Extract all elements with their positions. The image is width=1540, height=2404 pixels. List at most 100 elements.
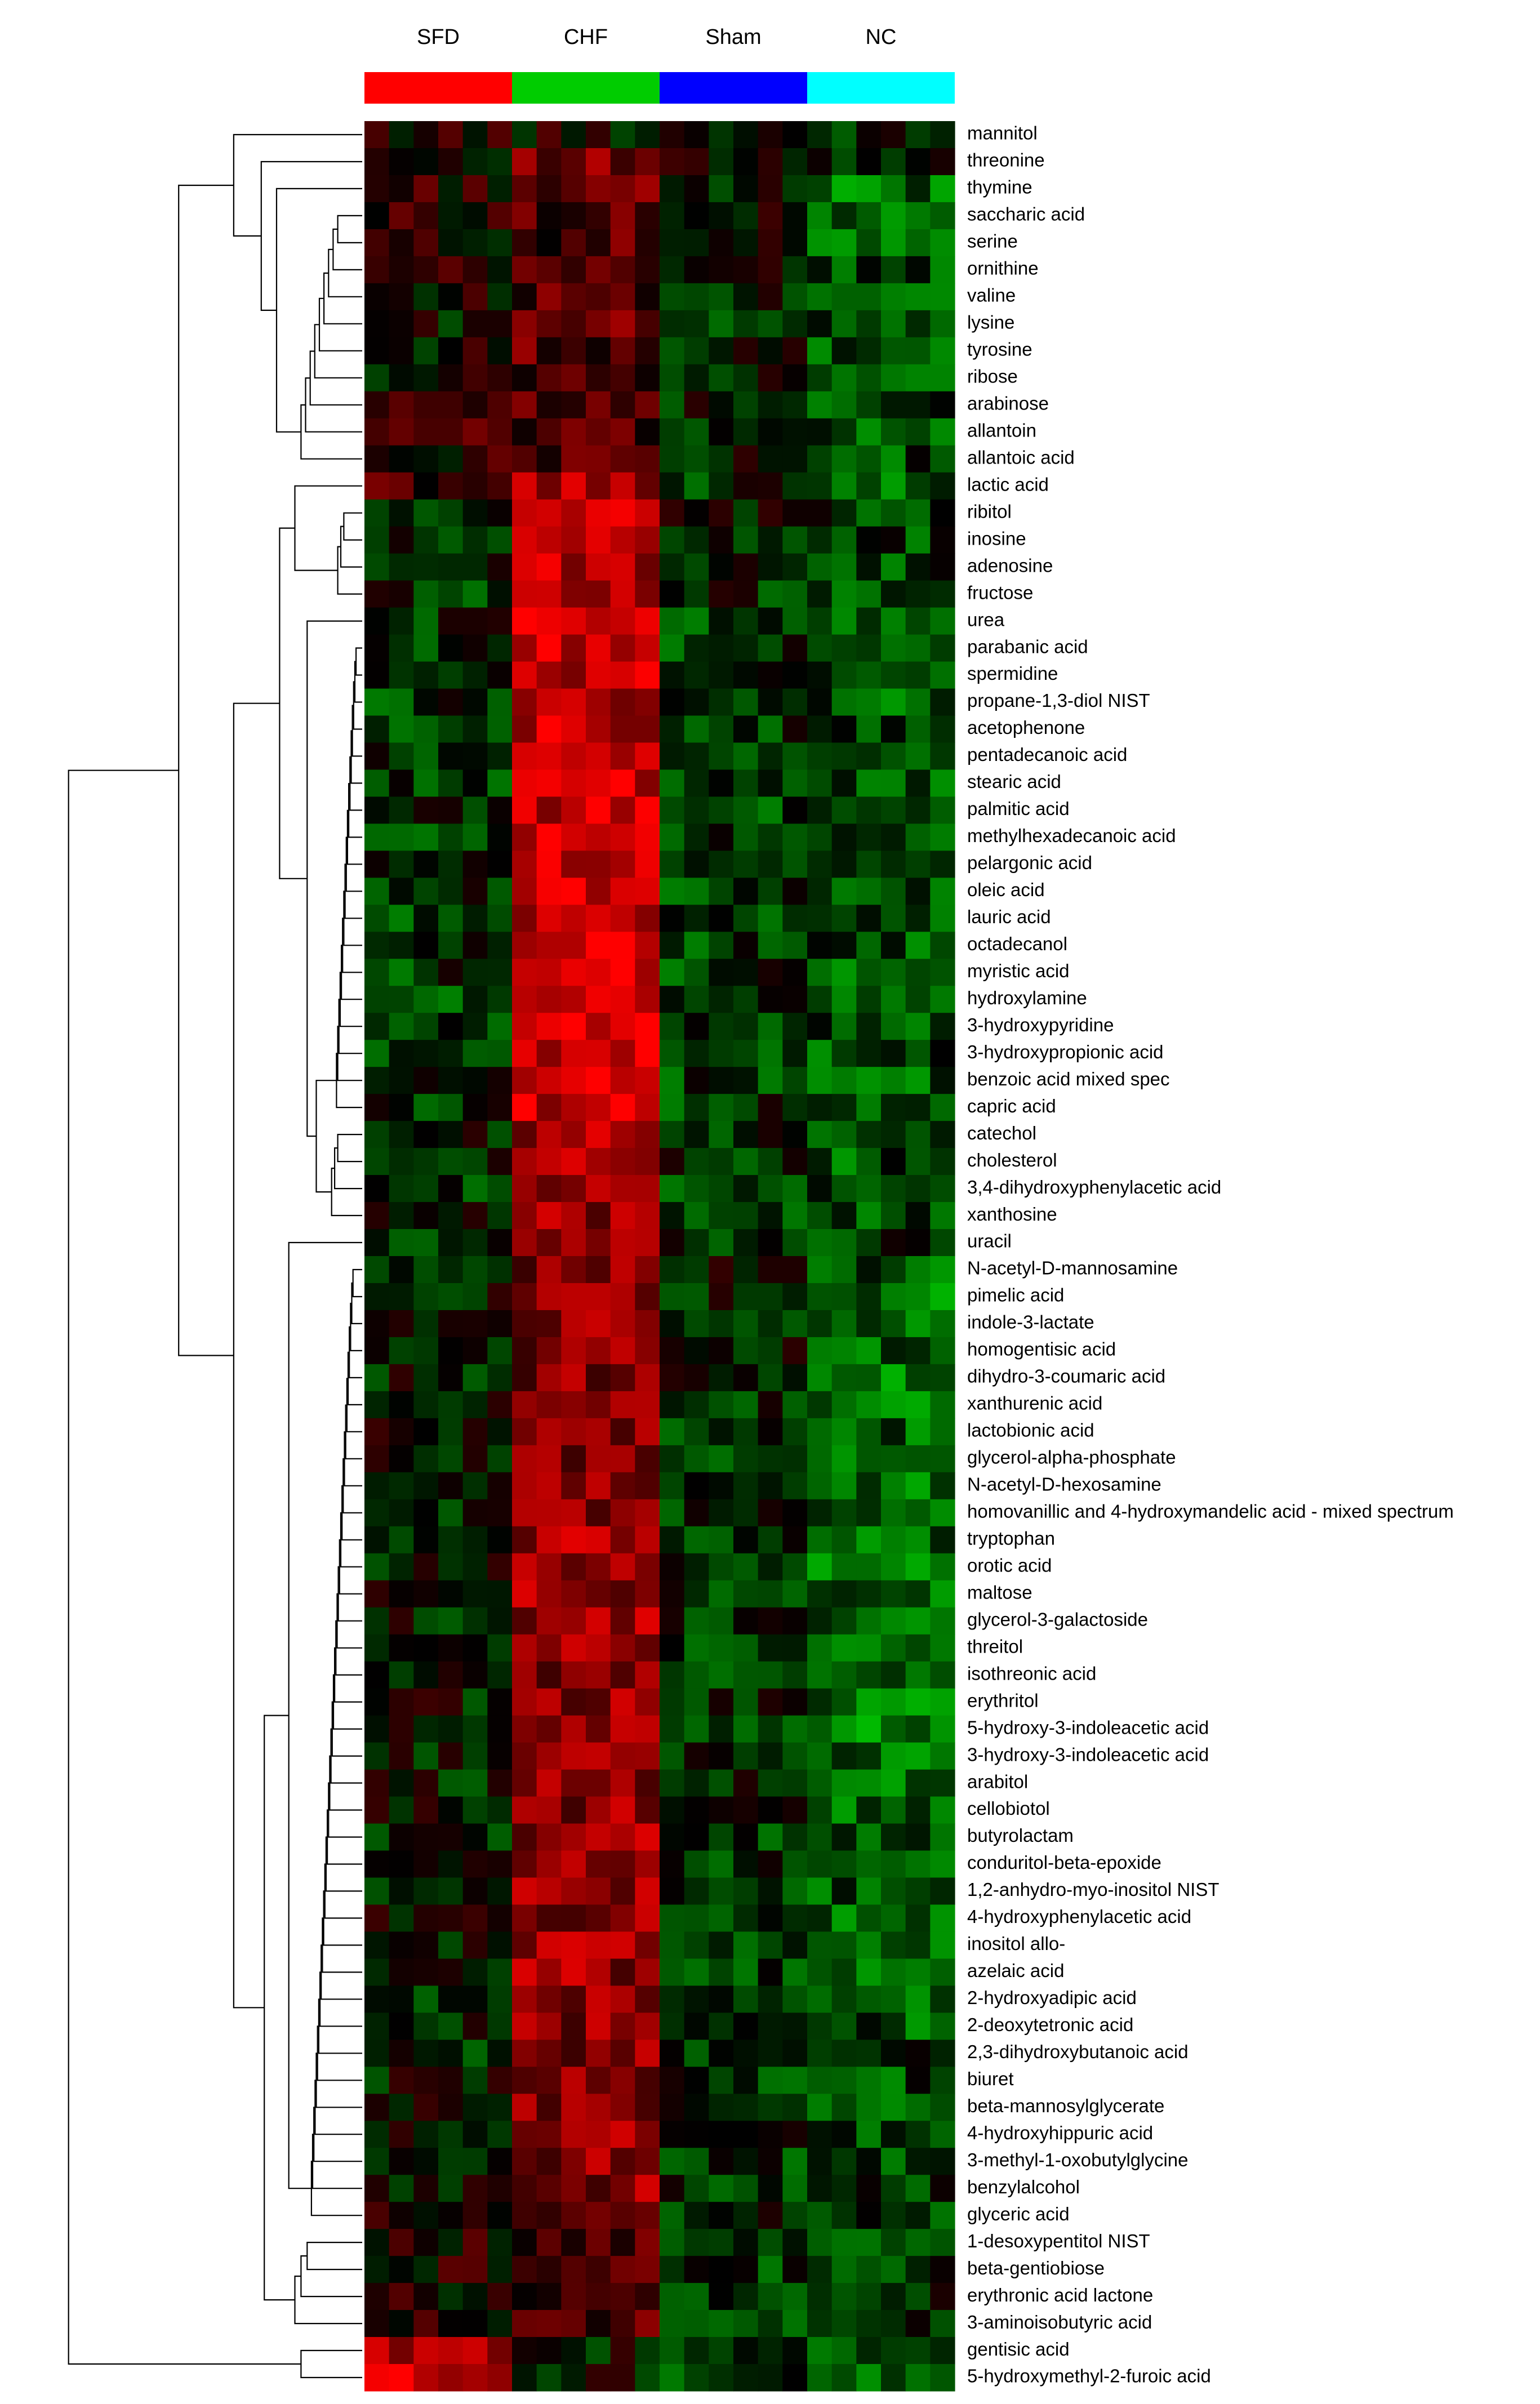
row-label: azelaic acid [967,1960,1064,1981]
heatmap-cell [660,2337,685,2365]
heatmap-cell [782,418,808,446]
heatmap-cell [487,986,513,1013]
heatmap-cell [856,1499,882,1527]
heatmap-cell [758,1634,783,1662]
heatmap-cell [512,1823,537,1851]
heatmap-cell [487,661,513,689]
heatmap-cell [487,2013,513,2040]
heatmap-cell [561,878,586,905]
row-label: adenosine [967,555,1053,576]
heatmap-cell [462,1958,488,1986]
heatmap-cell [881,1850,906,1878]
heatmap-cell [364,2364,390,2392]
heatmap-cell [561,905,586,932]
heatmap-cell [586,2175,611,2202]
heatmap-cell [684,986,709,1013]
heatmap-cell [413,1040,439,1067]
dendrogram-branch [233,702,280,2009]
heatmap-cell [586,256,611,284]
heatmap-cell [733,445,759,473]
heatmap-cell [561,1823,586,1851]
row-label: cellobiotol [967,1798,1050,1819]
heatmap-cell [709,256,734,284]
heatmap-cell [709,445,734,473]
heatmap-cell [635,1688,660,1716]
heatmap-cell [782,932,808,959]
heatmap-cell [831,1472,857,1500]
heatmap-cell [782,769,808,798]
heatmap-cell [536,1094,562,1121]
heatmap-cell [610,1877,635,1906]
heatmap-cell [512,1067,537,1094]
heatmap-cell [438,1175,464,1203]
heatmap-cell [831,796,857,824]
heatmap-cell [487,1931,513,1959]
heatmap-cell [782,1094,808,1121]
heatmap-cell [758,256,783,284]
heatmap-cell [561,688,586,716]
heatmap-cell [733,1526,759,1554]
heatmap-cell [684,283,709,311]
heatmap-cell [536,1229,562,1257]
heatmap-cell [635,418,660,446]
heatmap-cell [487,121,513,149]
heatmap-cell [512,526,537,554]
row-label: 2-deoxytetronic acid [967,2014,1133,2035]
heatmap-cell [610,607,635,635]
heatmap-cell [389,742,414,771]
heatmap-cell [807,499,833,527]
heatmap-cell [930,823,955,851]
heatmap-cell [512,2094,537,2121]
heatmap-cell [364,2202,390,2229]
heatmap-cell [930,283,955,311]
heatmap-cell [487,688,513,716]
heatmap-cell [586,121,611,149]
heatmap-cell [561,1472,586,1500]
heatmap-cell [758,1526,783,1554]
heatmap-cell [881,1958,906,1986]
heatmap-cell [881,1607,906,1635]
row-label: lauric acid [967,906,1051,927]
heatmap-cell [905,418,931,446]
row-label: benzoic acid mixed spec [967,1069,1170,1089]
heatmap-cell [660,1040,685,1067]
heatmap-cell [905,2175,931,2202]
heatmap-cell [709,1040,734,1067]
heatmap-cell [438,2121,464,2148]
heatmap-cell [389,121,414,149]
heatmap-cell [586,2337,611,2365]
heatmap-cell [462,2364,488,2392]
heatmap-cell [561,472,586,500]
heatmap-cell [635,1796,660,1824]
heatmap-cell [758,769,783,798]
heatmap-cell [905,715,931,744]
heatmap-cell [561,418,586,446]
heatmap-cell [438,1283,464,1311]
heatmap-cell [413,472,439,500]
heatmap-cell [536,1121,562,1148]
heatmap-cell [389,1229,414,1257]
heatmap-cell [881,1580,906,1608]
heatmap-cell [856,823,882,851]
heatmap-cell [462,283,488,311]
heatmap-cell [856,796,882,824]
heatmap-cell [856,229,882,257]
heatmap-cell [635,1013,660,1040]
heatmap-cell [413,1256,439,1284]
heatmap-cell [462,2229,488,2256]
heatmap-cell [462,2283,488,2310]
heatmap-cell [733,121,759,149]
heatmap-cell [512,634,537,662]
heatmap-cell [413,2364,439,2392]
dendrogram-branch [349,1326,362,1378]
heatmap-cell [462,2175,488,2202]
heatmap-cell [512,229,537,257]
heatmap-cell [684,796,709,824]
heatmap-cell [709,553,734,581]
heatmap-cell [364,580,390,608]
heatmap-cell [462,364,488,392]
heatmap-cell [660,1769,685,1797]
heatmap-cell [660,1904,685,1933]
heatmap-cell [586,391,611,419]
heatmap-cell [462,1310,488,1338]
